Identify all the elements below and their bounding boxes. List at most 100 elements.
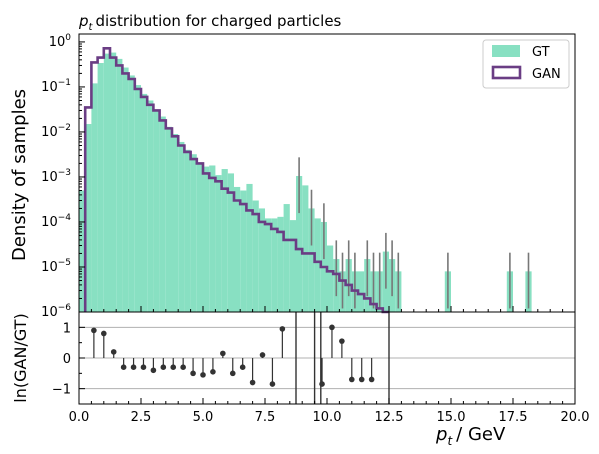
legend-label-gt: GT [532,45,550,60]
ratio-point [180,364,186,371]
gt-bar [190,154,197,312]
bottom-x-tick-label: 15.0 [437,410,466,425]
gan-step-line [83,47,389,314]
gt-bar [221,169,228,312]
gt-bar [91,83,98,313]
gt-bar [103,53,110,313]
ratio-vertical-lines [295,312,390,404]
x-axis-label: pt / GeV [435,424,506,448]
gt-bar [153,110,160,313]
ratio-points [91,324,375,387]
ratio-point [130,364,137,371]
chart-title: pt distribution for charged particles [78,12,342,33]
ratio-point [249,379,256,386]
ratio-point [259,352,266,358]
bottom-x-tick-label: 5.0 [193,410,214,425]
top-y-tick-label: 10−4 [41,213,71,230]
gt-bar [79,190,86,312]
bottom-x-tick-label: 12.5 [375,410,404,425]
top-y-tick-label: 10−6 [41,303,71,320]
gt-bar [110,52,117,312]
gt-bar [234,186,241,312]
gt-bar [134,85,141,312]
ratio-point [110,349,117,355]
ratio-point [101,330,107,337]
gt-bar [122,67,129,313]
gt-bar [165,126,172,313]
gt-bar [196,162,203,312]
gt-bar [203,166,210,312]
ratio-point [120,364,127,371]
gt-bar [178,141,185,312]
top-y-tick-label: 10−5 [41,258,71,275]
bottom-y-tick-label: 1 [63,321,71,336]
ratio-point [358,376,365,383]
gt-bar [296,176,303,312]
gt-bar [327,245,334,312]
gt-bar [252,200,259,312]
bottom-y-axis-label: ln(GAN/GT) [11,313,30,402]
gt-bar [277,216,284,312]
bottom-x-tick-label: 20.0 [561,410,590,425]
ratio-gridlines [79,326,575,390]
gt-bar [141,93,148,313]
gt-bar [159,116,166,312]
gt-bar [283,204,290,312]
gt-bar [128,75,135,313]
gt-bar [85,124,92,313]
ratio-point [91,327,97,334]
gt-bar [265,218,272,312]
gt-bar [358,271,365,312]
legend-swatch-gan [491,65,522,80]
ratio-point [269,381,276,387]
top-y-ticks: 10−6 10−5 10−4 10−3 10−2 10−1 100 [41,33,85,320]
gt-bar [209,165,216,312]
bottom-x-tick-label: 7.5 [255,410,276,425]
bottom-x-ticks: 0.0 2.5 5.0 7.5 10.0 12.5 15.0 17.5 20.0 [69,398,590,425]
bottom-panel: −1 0 1 0.0 2.5 5.0 7.5 10.0 12.5 15.0 17.5 20.0 [52,311,590,425]
top-y-tick-label: 10−1 [41,78,71,95]
bottom-y-tick-label: −1 [52,383,71,398]
top-y-tick-label: 10−3 [41,168,71,185]
ratio-point [220,350,226,357]
bottom-y-tick-label: 0 [63,352,71,367]
gt-bar [184,149,191,312]
ratio-point [200,372,206,378]
ratio-point [349,376,355,383]
gt-bar [147,100,154,312]
ratio-point [279,326,286,332]
gt-bar [314,218,321,312]
ratio-point [210,369,216,375]
ratio-point [339,338,345,344]
gt-bar [246,183,253,312]
ratio-point [319,381,325,387]
gt-bar [302,185,309,312]
gt-bar [227,173,234,312]
ratio-point [229,370,236,377]
top-y-axis-label: Density of samples [9,89,30,261]
ratio-point [150,367,157,374]
ratio-point [368,376,375,383]
gt-bar [271,218,278,312]
ratio-point [190,370,196,377]
bottom-x-tick-label: 17.5 [499,410,528,425]
gt-bar [289,220,296,312]
top-y-tick-label: 10−2 [41,123,71,140]
gt-bar [215,175,222,312]
ratio-point [140,364,147,371]
gt-bar [97,63,104,313]
bottom-x-tick-label: 0.0 [69,410,90,425]
bottom-y-ticks: −1 0 1 [52,321,85,398]
bottom-x-tick-label: 2.5 [131,410,152,425]
gt-bar [172,134,179,312]
ratio-point [170,364,177,371]
legend-swatch-gt [492,45,520,57]
legend: GT GAN [482,39,570,89]
ratio-point [239,364,246,371]
gt-series [79,52,532,313]
ratio-point [329,324,335,331]
bottom-x-tick-label: 10.0 [313,410,342,425]
gt-bar [308,208,315,312]
ratio-point [160,364,167,371]
